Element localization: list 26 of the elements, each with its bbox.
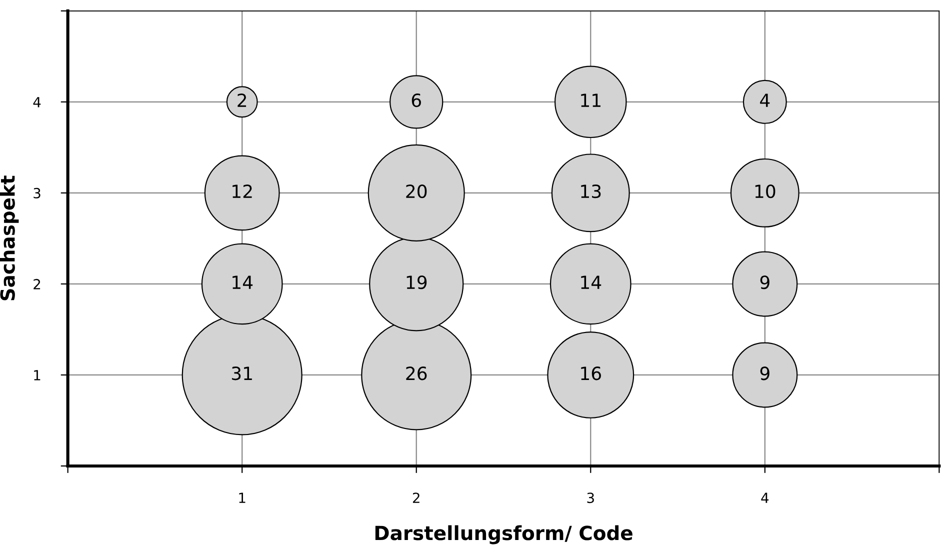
- data-label: 10: [755, 184, 776, 198]
- y-tick-label: 3: [34, 188, 40, 198]
- data-label: 4: [760, 94, 770, 107]
- x-tick-label: 4: [761, 492, 769, 503]
- y-tick-label: 2: [34, 278, 40, 290]
- y-tick-label: 4: [33, 97, 41, 108]
- data-label: 20: [406, 184, 427, 198]
- data-label: 2: [238, 93, 246, 107]
- y-tick-label: 1: [34, 370, 40, 380]
- data-label: 26: [406, 366, 427, 380]
- data-label: 11: [581, 94, 600, 107]
- data-label: 19: [406, 276, 427, 290]
- data-label: 9: [760, 366, 770, 380]
- data-label: 6: [412, 93, 421, 108]
- data-label: 16: [581, 366, 601, 380]
- x-tick-label: 3: [587, 492, 594, 504]
- data-label: 13: [581, 184, 601, 198]
- x-axis-title: Darstellungsform/ Code: [375, 525, 632, 544]
- data-label: 31: [232, 366, 252, 380]
- data-label: 14: [581, 276, 602, 289]
- x-tick-label: 2: [412, 492, 420, 503]
- x-tick-label: 1: [239, 492, 246, 503]
- y-axis-title: Sachaspekt: [0, 176, 19, 300]
- data-label: 14: [232, 276, 253, 289]
- data-label: 9: [760, 276, 770, 290]
- data-label: 12: [232, 184, 252, 198]
